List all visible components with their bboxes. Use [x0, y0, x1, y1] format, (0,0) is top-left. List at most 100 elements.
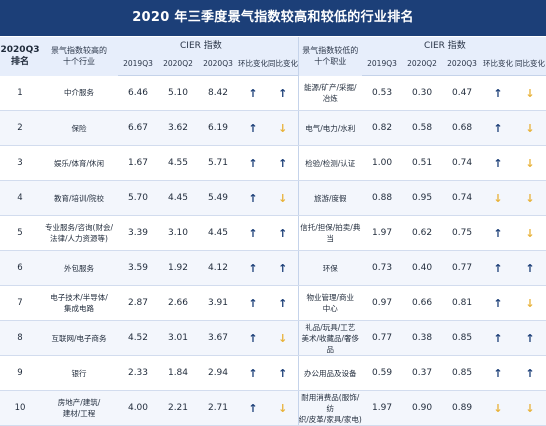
high-qoq-up-arrow-icon: ↑ — [238, 75, 268, 111]
low-yoy-down-arrow-icon: ↓ — [514, 75, 546, 111]
col-header: 环比变化 — [482, 51, 515, 76]
high-2020q2-cell: 3.10 — [158, 215, 198, 251]
high-2020q2-cell: 1.92 — [158, 250, 198, 286]
high-industry-cell: 电子技术/半导体/集成电路 — [40, 285, 118, 321]
low-2019q3-cell: 1.97 — [362, 390, 403, 426]
col-header: 同比变化 — [514, 51, 546, 76]
low-qoq-down-arrow-icon: ↓ — [482, 390, 515, 426]
high-industry-cell: 娱乐/体育/休闲 — [40, 145, 118, 181]
high-2020q2-cell: 2.66 — [158, 285, 198, 321]
high-qoq-up-arrow-icon: ↑ — [238, 285, 268, 321]
col-header: 2020Q2 — [158, 51, 198, 76]
rank-cell: 6 — [0, 250, 40, 286]
high-2020q3-cell: 2.71 — [198, 390, 238, 426]
high-2020q2-cell: 5.10 — [158, 75, 198, 111]
high-2019q3-cell: 4.52 — [118, 320, 158, 356]
low-industry-cell: 礼品/玩具/工艺 美术/收藏品/奢侈品 — [297, 320, 363, 356]
low-2020q2-cell: 0.58 — [402, 110, 443, 146]
high-yoy-up-arrow-icon: ↑ — [268, 215, 299, 251]
high-2020q3-cell: 5.49 — [198, 180, 238, 216]
table-row: 1 中介服务 6.46 5.10 8.42 ↑ ↑ 能源/矿产/采掘/冶炼 0.53 0.30 0.… — [0, 75, 546, 111]
low-2019q3-cell: 0.59 — [362, 355, 403, 391]
low-2020q3-cell: 0.89 — [442, 390, 483, 426]
col-header: 同比变化 — [268, 51, 299, 76]
low-2019q3-cell: 1.00 — [362, 145, 403, 181]
high-industry-cell: 银行 — [40, 355, 118, 391]
low-industry-cell: 检验/检测/认证 — [297, 145, 363, 181]
table-row: 4 教育/培训/院校 5.70 4.45 5.49 ↑ ↓ 旅游/度假 0.88 0.95 0.74… — [0, 180, 546, 216]
low-yoy-down-arrow-icon: ↓ — [514, 110, 546, 146]
high-2020q3-cell: 5.71 — [198, 145, 238, 181]
low-2019q3-cell: 0.73 — [362, 250, 403, 286]
high-2020q2-cell: 1.84 — [158, 355, 198, 391]
low-2020q3-cell: 0.77 — [442, 250, 483, 286]
high-industry-cell: 房地产/建筑/建材/工程 — [40, 390, 118, 426]
high-industry-cell: 中介服务 — [40, 75, 118, 111]
high-industry-cell: 教育/培训/院校 — [40, 180, 118, 216]
low-qoq-up-arrow-icon: ↑ — [482, 215, 515, 251]
table-row: 9 银行 2.33 1.84 2.94 ↑ ↑ 办公用品及设备 0.59 0.37 0.85 ↑ ↑ — [0, 355, 546, 391]
low-yoy-down-arrow-icon: ↓ — [514, 145, 546, 181]
cier-high-header: CIER 指数 — [118, 37, 299, 51]
table-row: 7 电子技术/半导体/集成电路 2.87 2.66 3.91 ↑ ↑ 物业管理/商业 中心 0.9… — [0, 285, 546, 321]
col-header: 2020Q2 — [402, 51, 443, 76]
cier-low-header: CIER 指数 — [362, 37, 546, 51]
high-2019q3-cell: 6.46 — [118, 75, 158, 111]
low-2019q3-cell: 0.82 — [362, 110, 403, 146]
high-2019q3-cell: 4.00 — [118, 390, 158, 426]
low-2020q3-cell: 0.74 — [442, 180, 483, 216]
low-2020q3-cell: 0.47 — [442, 75, 483, 111]
high-2020q3-cell: 3.67 — [198, 320, 238, 356]
high-2019q3-cell: 3.39 — [118, 215, 158, 251]
high-yoy-down-arrow-icon: ↓ — [268, 110, 299, 146]
col-header: 2020Q3 — [442, 51, 483, 76]
high-2020q2-cell: 4.45 — [158, 180, 198, 216]
low-industry-cell: 旅游/度假 — [297, 180, 363, 216]
low-2019q3-cell: 1.97 — [362, 215, 403, 251]
low-2019q3-cell: 0.88 — [362, 180, 403, 216]
page-title: 2020 年三季度景气指数较高和较低的行业排名 — [0, 0, 546, 36]
low-2020q3-cell: 0.81 — [442, 285, 483, 321]
low-qoq-up-arrow-icon: ↑ — [482, 145, 515, 181]
low-yoy-down-arrow-icon: ↓ — [514, 180, 546, 216]
low-yoy-down-arrow-icon: ↓ — [514, 390, 546, 426]
high-yoy-up-arrow-icon: ↑ — [268, 250, 299, 286]
high-2020q2-cell: 3.01 — [158, 320, 198, 356]
low-2020q2-cell: 0.90 — [402, 390, 443, 426]
high-2020q3-cell: 4.45 — [198, 215, 238, 251]
high-industry-cell: 保险 — [40, 110, 118, 146]
high-industry-header: 景气指数较高的 十个行业 — [40, 37, 118, 76]
high-yoy-down-arrow-icon: ↓ — [268, 390, 299, 426]
low-yoy-up-arrow-icon: ↑ — [514, 355, 546, 391]
low-2020q3-cell: 0.85 — [442, 355, 483, 391]
low-industry-header: 景气指数较低的 十个职业 — [297, 37, 363, 76]
high-qoq-up-arrow-icon: ↑ — [238, 355, 268, 391]
high-2020q3-cell: 2.94 — [198, 355, 238, 391]
high-yoy-down-arrow-icon: ↓ — [268, 180, 299, 216]
high-2019q3-cell: 6.67 — [118, 110, 158, 146]
high-qoq-up-arrow-icon: ↑ — [238, 320, 268, 356]
low-2020q3-cell: 0.75 — [442, 215, 483, 251]
high-yoy-up-arrow-icon: ↑ — [268, 355, 299, 391]
col-header: 环比变化 — [238, 51, 268, 76]
low-2020q2-cell: 0.30 — [402, 75, 443, 111]
low-2020q2-cell: 0.66 — [402, 285, 443, 321]
low-yoy-down-arrow-icon: ↓ — [514, 285, 546, 321]
low-industry-cell: 信托/担保/拍卖/典当 — [297, 215, 363, 251]
low-2020q3-cell: 0.68 — [442, 110, 483, 146]
table-row: 5 专业服务/咨询(财会/法律/人力资源等) 3.39 3.10 4.45 ↑ ↑ 信托/担保… — [0, 215, 546, 251]
low-qoq-up-arrow-icon: ↑ — [482, 285, 515, 321]
low-2019q3-cell: 0.77 — [362, 320, 403, 356]
low-2020q3-cell: 0.74 — [442, 145, 483, 181]
low-industry-cell: 耐用消费品(服饰/纺 织/皮革/家具/家电) — [297, 390, 363, 426]
low-2020q3-cell: 0.85 — [442, 320, 483, 356]
low-2019q3-cell: 0.53 — [362, 75, 403, 111]
rank-cell: 9 — [0, 355, 40, 391]
table-row: 8 互联网/电子商务 4.52 3.01 3.67 ↑ ↓ 礼品/玩具/工艺 美术/收藏品/奢侈… — [0, 320, 546, 356]
low-industry-cell: 电气/电力/水利 — [297, 110, 363, 146]
high-qoq-up-arrow-icon: ↑ — [238, 250, 268, 286]
low-industry-cell: 能源/矿产/采掘/冶炼 — [297, 75, 363, 111]
low-qoq-up-arrow-icon: ↑ — [482, 355, 515, 391]
rank-cell: 8 — [0, 320, 40, 356]
high-2020q2-cell: 4.55 — [158, 145, 198, 181]
